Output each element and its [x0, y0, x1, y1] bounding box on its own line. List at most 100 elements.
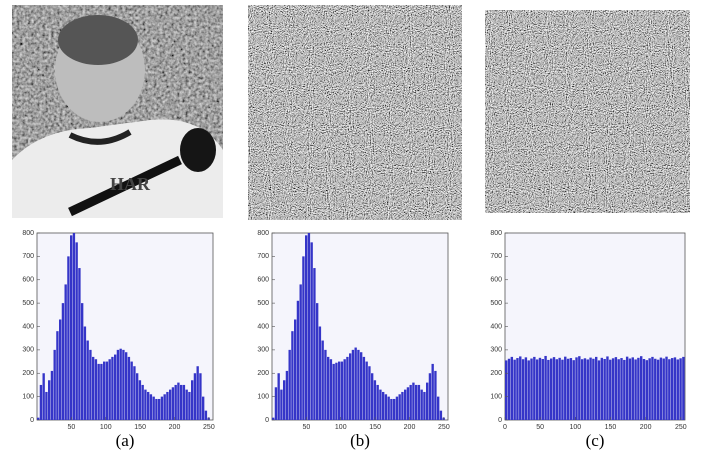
bar [45, 391, 48, 420]
bar [152, 396, 155, 420]
bar [384, 394, 388, 420]
bar [415, 384, 418, 420]
x-tick-label: 150 [605, 424, 617, 431]
bar [166, 391, 169, 420]
bar [628, 358, 632, 420]
bar [575, 357, 578, 420]
y-tick-label: 300 [490, 347, 502, 354]
caption: (b) [350, 431, 370, 450]
bar [114, 354, 117, 420]
bar [122, 349, 125, 420]
bar [428, 373, 432, 420]
y-tick-label: 200 [257, 370, 269, 377]
bar [42, 373, 45, 420]
y-tick-label: 700 [257, 253, 269, 260]
y-tick-label: 0 [265, 417, 269, 424]
bar [59, 319, 62, 420]
bar [75, 242, 78, 420]
bar [409, 384, 412, 420]
x-tick-label: 50 [302, 424, 310, 431]
bar [379, 389, 382, 420]
bar [277, 373, 280, 420]
bar [521, 359, 525, 420]
bar [631, 357, 634, 420]
bar [682, 356, 685, 420]
bar [316, 303, 319, 420]
bar [72, 233, 76, 420]
y-tick-label: 100 [257, 393, 269, 400]
bar [202, 396, 205, 420]
bar [116, 349, 120, 420]
bar [578, 356, 581, 420]
bar [555, 359, 559, 420]
bar [64, 284, 67, 420]
x-tick-label: 50 [67, 424, 75, 431]
bar [373, 380, 377, 420]
x-tick-label: 150 [369, 424, 381, 431]
x-tick-label: 250 [203, 424, 215, 431]
x-tick-label: 100 [100, 424, 112, 431]
bar [597, 360, 601, 420]
bar [507, 358, 511, 420]
bar [160, 396, 164, 420]
x-tick-label: 200 [640, 424, 652, 431]
x-tick-label: 200 [169, 424, 181, 431]
bar [651, 356, 654, 420]
bar [580, 359, 584, 420]
bar [654, 358, 657, 420]
bar [193, 373, 197, 420]
bar [393, 398, 396, 420]
y-tick-label: 200 [22, 370, 34, 377]
bar [92, 356, 95, 420]
bar [321, 340, 324, 420]
bar [97, 363, 100, 420]
bar [61, 303, 65, 420]
bar [327, 356, 330, 420]
bar [606, 356, 609, 420]
bar [642, 358, 646, 420]
y-tick-label: 700 [22, 253, 34, 260]
y-tick-label: 800 [257, 230, 269, 237]
bar [645, 360, 649, 420]
bar [382, 391, 385, 420]
bar [561, 359, 564, 420]
bar [535, 359, 539, 420]
bar [637, 357, 640, 420]
bar [614, 357, 618, 420]
bar [53, 349, 56, 420]
bar [83, 326, 87, 420]
y-tick-label: 0 [498, 417, 502, 424]
bar [144, 389, 147, 420]
bar [426, 382, 429, 420]
bar [583, 358, 587, 420]
y-tick-label: 500 [257, 300, 269, 307]
bar [623, 359, 626, 420]
x-tick-label: 0 [503, 424, 507, 431]
bar [371, 373, 374, 420]
bar [406, 387, 410, 420]
bar [668, 359, 671, 420]
bar [354, 347, 357, 420]
bar [335, 362, 338, 420]
bar [395, 396, 399, 420]
bar [340, 361, 344, 420]
bar [351, 349, 355, 420]
bar [125, 352, 128, 420]
y-tick-label: 400 [257, 323, 269, 330]
y-tick-label: 800 [490, 230, 502, 237]
bar [569, 358, 573, 420]
y-tick-label: 600 [490, 277, 502, 284]
bar [204, 410, 208, 420]
bar [283, 380, 286, 420]
bar [288, 349, 291, 420]
bar [566, 358, 570, 420]
y-tick-label: 0 [30, 417, 34, 424]
bar [541, 358, 544, 420]
bar [648, 358, 651, 420]
bar [620, 358, 623, 420]
bar [586, 359, 589, 420]
bar [617, 359, 620, 420]
bar [417, 384, 421, 420]
bar [108, 359, 111, 420]
